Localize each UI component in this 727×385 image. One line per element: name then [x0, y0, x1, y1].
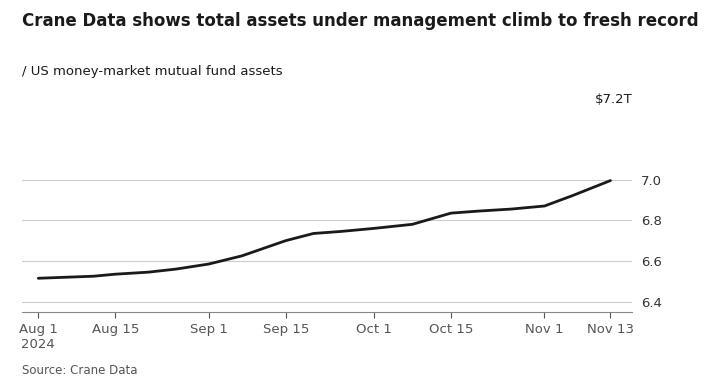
Text: / US money-market mutual fund assets: / US money-market mutual fund assets [22, 65, 282, 79]
Text: $7.2T: $7.2T [595, 94, 632, 106]
Text: Crane Data shows total assets under management climb to fresh record: Crane Data shows total assets under mana… [22, 12, 699, 30]
Text: Source: Crane Data: Source: Crane Data [22, 364, 137, 377]
